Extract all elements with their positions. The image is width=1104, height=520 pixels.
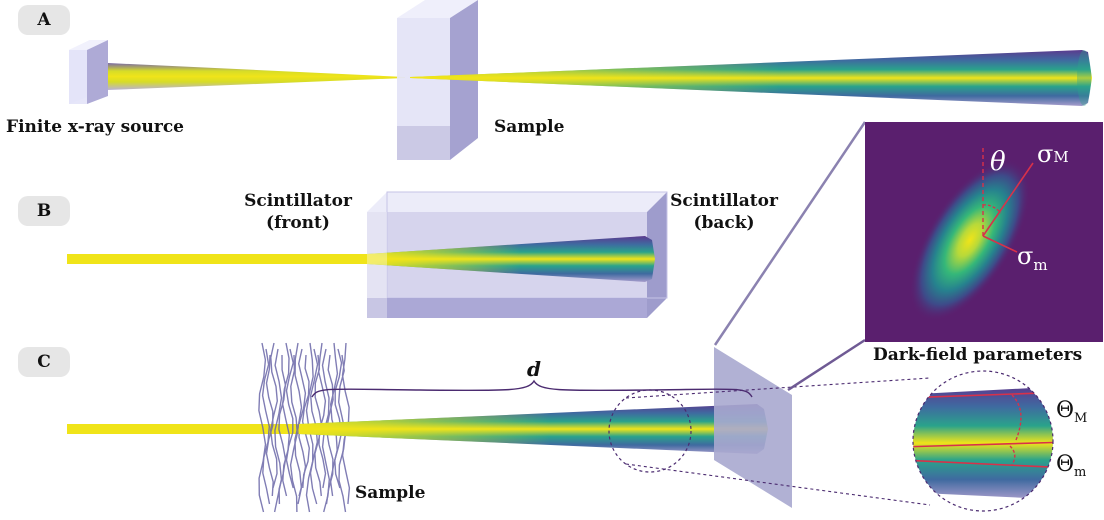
sample-fibre	[317, 342, 327, 489]
scintillator-front-label: Scintillator (front)	[243, 190, 353, 234]
sigma-major-label: σM	[1037, 140, 1069, 168]
sample-fibre	[289, 354, 299, 513]
dark-field-label: Dark-field parameters	[873, 345, 1083, 365]
dark-field-inset	[713, 121, 1103, 392]
sample-fibre	[258, 342, 267, 513]
input-beam-b	[67, 254, 367, 264]
detector-plate	[714, 347, 792, 508]
sample-fibres	[258, 342, 351, 513]
beam-converging	[108, 63, 405, 90]
scintillator-front-line2: (front)	[266, 213, 330, 233]
theta-minor-sub: m	[1074, 465, 1087, 480]
sample-fibre	[285, 348, 294, 489]
panel-badge-a: A	[18, 5, 70, 35]
scintillator-back-label: Scintillator (back)	[668, 190, 780, 234]
sample-fibre	[269, 342, 279, 489]
theta-label: θ	[990, 147, 1006, 177]
panel-a	[69, 0, 1092, 160]
xray-source-slab	[69, 40, 108, 104]
distance-brace	[311, 379, 753, 398]
theta-major-label: ΘM	[1056, 398, 1088, 426]
sigma-major-symbol: σ	[1037, 140, 1054, 168]
sample-fibre	[301, 354, 311, 489]
sample-fibre	[278, 354, 287, 505]
scatter-ellipse	[909, 158, 1031, 322]
theta-minor-label: Θm	[1056, 452, 1087, 480]
source-label: Finite x-ray source	[6, 117, 184, 137]
sample-fibre	[294, 342, 303, 505]
distance-label: d	[527, 357, 541, 381]
theta-minor-symbol: Θ	[1056, 452, 1075, 477]
sample-fibre	[261, 348, 271, 505]
sample-fibre	[329, 342, 339, 497]
sample-fibre	[281, 342, 291, 497]
panel-badge-c: C	[18, 347, 70, 377]
input-beam-c	[67, 424, 299, 434]
zoom-circle	[913, 371, 1053, 511]
sigma-minor-label: σm	[1017, 242, 1048, 274]
panel-badge-b: B	[18, 196, 70, 226]
sigma-minor-symbol: σ	[1017, 242, 1034, 270]
magnifier-circle	[608, 389, 692, 473]
theta-major-symbol: Θ	[1056, 398, 1075, 423]
sample-label-a: Sample	[494, 117, 565, 137]
panel-b	[67, 191, 668, 318]
scintillator-back-line2: (back)	[693, 213, 755, 233]
sample-fibre	[265, 354, 274, 497]
scintillator-back-line1: Scintillator	[670, 191, 778, 211]
sigma-major-sub: M	[1053, 148, 1069, 166]
scintillator-front-line1: Scintillator	[244, 191, 352, 211]
theta-major-sub: M	[1074, 411, 1088, 426]
sample-label-c: Sample	[355, 483, 426, 503]
sample-fibre	[334, 348, 343, 489]
sigma-minor-sub: m	[1033, 256, 1048, 274]
panel-c	[67, 342, 1054, 513]
